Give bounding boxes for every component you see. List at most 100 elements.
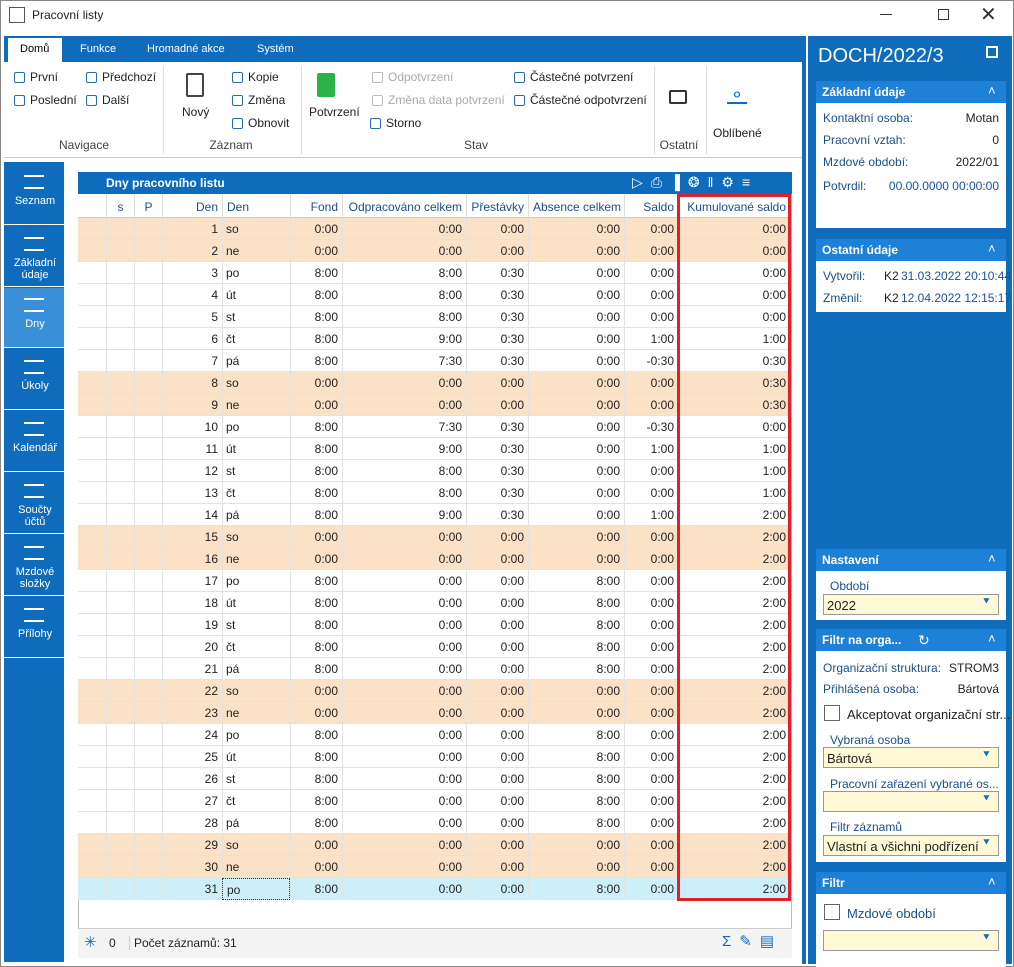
grid-row[interactable] — [78, 592, 790, 614]
column-header[interactable]: Saldo — [624, 194, 678, 218]
grid-row[interactable] — [78, 812, 790, 834]
column-header[interactable]: Přestávky — [466, 194, 528, 218]
grid-row[interactable] — [78, 460, 790, 482]
checkbox[interactable] — [824, 705, 840, 721]
section-header — [816, 81, 1006, 103]
sidebar-label[interactable]: Základní údaje — [13, 257, 57, 281]
grid-row[interactable] — [78, 636, 790, 658]
grid-row[interactable] — [78, 416, 790, 438]
sidebar-label[interactable]: Dny — [25, 318, 45, 330]
grid-cell: 0:00 — [596, 442, 620, 456]
grid-row[interactable] — [78, 614, 790, 636]
column-header[interactable]: Absence celkem — [528, 194, 624, 218]
ribbon-button[interactable]: Nový — [182, 105, 210, 119]
column-header[interactable]: Odpracováno celkem — [342, 194, 466, 218]
grid-row[interactable] — [78, 526, 790, 548]
sidebar-label[interactable]: Úkoly — [21, 380, 49, 392]
minimize-button[interactable] — [880, 14, 892, 15]
ribbon-tab[interactable]: Domů — [20, 43, 50, 55]
sidebar-label[interactable]: Součty účtů — [18, 504, 52, 528]
grid-row[interactable] — [78, 394, 790, 416]
grid-row[interactable] — [78, 878, 790, 900]
grid-row[interactable] — [78, 570, 790, 592]
grid-cell: so — [226, 838, 239, 852]
collapse-icon[interactable]: ˄ — [988, 874, 996, 889]
print-icon[interactable] — [669, 90, 687, 104]
dropdown[interactable]: 2022 — [823, 594, 999, 615]
grid-row[interactable] — [78, 790, 790, 812]
grid-cell: 0:00 — [596, 838, 620, 852]
column-header[interactable]: s — [106, 194, 134, 218]
sidebar-label[interactable]: Kalendář — [12, 442, 58, 454]
grid-row[interactable] — [78, 746, 790, 768]
grid-row[interactable] — [78, 328, 790, 350]
grid-row[interactable] — [78, 240, 790, 262]
dropdown[interactable] — [823, 791, 999, 812]
grid-row[interactable] — [78, 482, 790, 504]
dropdown[interactable]: Bártová — [823, 747, 999, 768]
ribbon-button[interactable]: Kopie — [248, 70, 279, 84]
grid-row[interactable] — [78, 438, 790, 460]
maximize-button[interactable] — [938, 9, 949, 20]
grid-row[interactable] — [78, 262, 790, 284]
ribbon-button[interactable]: Potvrzení — [309, 105, 360, 119]
grid-row[interactable] — [78, 768, 790, 790]
grid-cell-border — [624, 394, 625, 416]
column-header[interactable]: Fond — [290, 194, 342, 218]
column-header[interactable]: Den — [222, 194, 290, 218]
ribbon-button[interactable]: Odpotvrzení — [388, 70, 454, 84]
favorites-button[interactable]: Oblíbené — [713, 126, 762, 140]
dropdown[interactable]: Vlastní a všichni podřízení — [823, 835, 999, 856]
ribbon-tab[interactable]: Systém — [257, 43, 294, 55]
close-button[interactable]: ✕ — [980, 4, 997, 26]
grid-cell: 0:00 — [650, 728, 674, 742]
field-label: Přihlášená osoba: — [823, 682, 920, 696]
grid-row[interactable] — [78, 372, 790, 394]
grid-row[interactable] — [78, 350, 790, 372]
sidebar-label[interactable]: Přílohy — [17, 628, 53, 640]
footer-tools[interactable]: Σ✎▤ — [722, 933, 783, 950]
grid-row[interactable] — [78, 306, 790, 328]
grid-row[interactable] — [78, 218, 790, 240]
ribbon-button[interactable]: Storno — [386, 116, 422, 130]
column-header[interactable]: Den — [162, 194, 222, 218]
ribbon-button[interactable]: Změna — [248, 93, 286, 107]
dropdown[interactable] — [823, 930, 999, 951]
collapse-icon[interactable]: ˄ — [988, 631, 996, 646]
grid-row[interactable] — [78, 658, 790, 680]
tab-selected[interactable] — [8, 38, 62, 62]
collapse-icon[interactable]: ˄ — [988, 551, 996, 566]
ribbon-tab[interactable]: Hromadné akce — [147, 43, 225, 55]
ribbon-button[interactable]: Další — [102, 93, 130, 107]
ribbon-button[interactable]: Částečné odpotvrzení — [530, 93, 647, 107]
collapse-icon[interactable]: ˄ — [988, 83, 996, 98]
grid-cell: 0:00 — [596, 706, 620, 720]
ribbon-button[interactable]: Obnovit — [248, 116, 290, 130]
grid-row[interactable] — [78, 834, 790, 856]
sidebar-label[interactable]: Mzdové složky — [15, 566, 55, 590]
checkbox[interactable] — [824, 904, 840, 920]
grid-row[interactable] — [78, 856, 790, 878]
grid-row[interactable] — [78, 680, 790, 702]
ribbon-button[interactable]: Předchozí — [102, 70, 157, 84]
grid-cell: 8:00 — [596, 772, 620, 786]
collapse-icon[interactable]: ˄ — [988, 241, 996, 256]
ribbon-button[interactable]: První — [30, 70, 59, 84]
grid-cell-border — [528, 592, 529, 614]
ribbon-button[interactable]: Částečné potvrzení — [530, 70, 634, 84]
ribbon-tab[interactable]: Funkce — [80, 43, 117, 55]
ribbon-button[interactable]: Změna data potvrzení — [388, 93, 505, 107]
grid-cell: 0:00 — [438, 376, 462, 390]
sidebar-label[interactable]: Seznam — [14, 195, 56, 207]
ribbon-button[interactable]: Poslední — [30, 93, 77, 107]
grid-row[interactable] — [78, 284, 790, 306]
grid-row[interactable] — [78, 548, 790, 570]
filter-tools[interactable]: ↻ — [918, 632, 930, 648]
grid-cell: 0:00 — [500, 222, 524, 236]
grid-row[interactable] — [78, 702, 790, 724]
app-icon — [9, 7, 25, 23]
column-header[interactable]: P — [134, 194, 162, 218]
panel-open-icon[interactable] — [986, 46, 998, 58]
grid-row[interactable] — [78, 504, 790, 526]
grid-row[interactable] — [78, 724, 790, 746]
